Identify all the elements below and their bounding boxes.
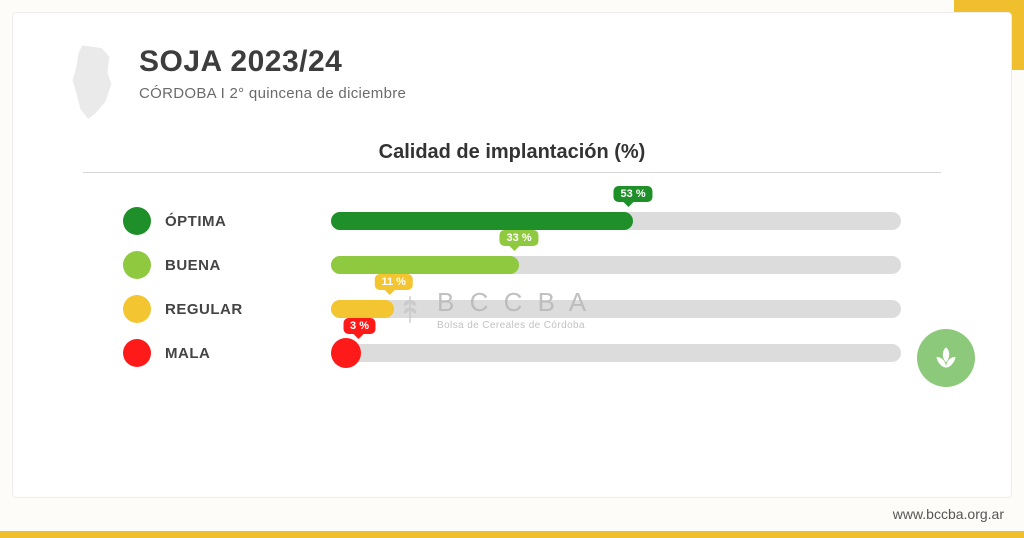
bar-track: 53 % xyxy=(331,212,901,230)
bar-track: 3 % xyxy=(331,344,901,362)
legend-label: BUENA xyxy=(165,257,221,274)
bar-fill xyxy=(331,300,394,318)
swatch-icon xyxy=(123,251,151,279)
footer-url: www.bccba.org.ar xyxy=(893,506,1004,522)
leaf-badge xyxy=(917,329,975,387)
value-bubble: 33 % xyxy=(500,230,539,246)
leaf-icon xyxy=(929,341,963,375)
page-title: SOJA 2023/24 xyxy=(139,45,406,79)
page-subtitle: CÓRDOBA I 2° quincena de diciembre xyxy=(139,85,406,102)
swatch-icon xyxy=(123,207,151,235)
quality-chart: ÓPTIMA 53 % BUENA 33 % REGULAR xyxy=(63,199,961,375)
bar-dot xyxy=(331,338,361,368)
bar-fill xyxy=(331,256,519,274)
value-bubble: 53 % xyxy=(614,186,653,202)
swatch-icon xyxy=(123,295,151,323)
info-card: SOJA 2023/24 CÓRDOBA I 2° quincena de di… xyxy=(12,12,1012,498)
legend-label: REGULAR xyxy=(165,301,243,318)
legend-label: MALA xyxy=(165,345,210,362)
chart-row-mala: MALA 3 % xyxy=(123,331,901,375)
value-bubble: 3 % xyxy=(343,318,376,334)
chart-row-buena: BUENA 33 % xyxy=(123,243,901,287)
chart-title: Calidad de implantación (%) xyxy=(63,141,961,164)
chart-row-regular: REGULAR 11 % xyxy=(123,287,901,331)
province-silhouette-icon xyxy=(63,43,121,121)
legend-label: ÓPTIMA xyxy=(165,213,226,230)
bottom-stripe xyxy=(0,531,1024,538)
chart-divider xyxy=(83,172,941,173)
value-bubble: 11 % xyxy=(374,274,412,290)
bar-track: 33 % xyxy=(331,256,901,274)
header: SOJA 2023/24 CÓRDOBA I 2° quincena de di… xyxy=(63,43,961,121)
bar-fill xyxy=(331,212,633,230)
bar-track: 11 % xyxy=(331,300,901,318)
swatch-icon xyxy=(123,339,151,367)
